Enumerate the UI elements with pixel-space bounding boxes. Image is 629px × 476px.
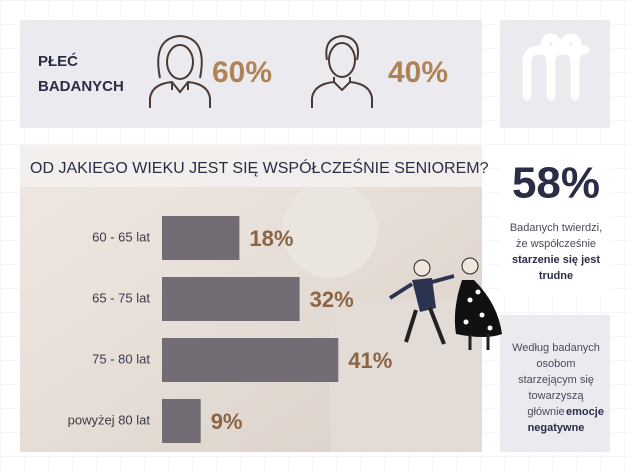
bar [162, 399, 201, 443]
stat-text-bold: starzenie się jest [512, 254, 600, 266]
stat-text-bold: trudne [539, 270, 573, 282]
man-icon [311, 34, 373, 108]
gender-title: PŁEĆ [38, 52, 78, 70]
category-label: powyżej 80 lat [68, 412, 151, 427]
note-text-bold: emocje [566, 406, 604, 418]
gender-value: 40% [388, 56, 448, 89]
dancing-couple [388, 257, 502, 350]
woman-icon [149, 34, 211, 108]
stat-value: 58% [512, 159, 600, 208]
photo-decor [282, 182, 378, 278]
bar [162, 277, 300, 321]
gender-panel [20, 20, 482, 128]
stat-text: że współcześnie [516, 238, 596, 250]
value-label: 41% [348, 348, 392, 373]
chart-title: OD JAKIEGO WIEKU JEST SIĘ WSPÓŁCZEŚNIE S… [30, 158, 489, 177]
value-label: 9% [211, 409, 243, 434]
note-text: osobom [536, 358, 575, 370]
chart-header [20, 145, 482, 187]
note-text: towarzyszą [528, 390, 584, 402]
gender-title: BADANYCH [38, 78, 124, 95]
stat-panel [500, 145, 610, 295]
value-label: 32% [310, 287, 354, 312]
category-label: 75 - 80 lat [92, 351, 150, 366]
category-label: 65 - 75 lat [92, 290, 150, 305]
logo [522, 33, 590, 101]
note-text: starzejącym się [518, 374, 594, 386]
note-text: Według badanych [512, 342, 600, 354]
value-label: 18% [249, 226, 293, 251]
category-label: 60 - 65 lat [92, 229, 150, 244]
note-panel [500, 315, 610, 452]
gender-value: 60% [212, 56, 272, 89]
bar [162, 216, 240, 260]
note-text-bold: negatywne [528, 422, 585, 434]
note-text: głównie [527, 406, 564, 418]
stat-text: Badanych twierdzi, [510, 222, 602, 234]
bar [162, 338, 339, 382]
